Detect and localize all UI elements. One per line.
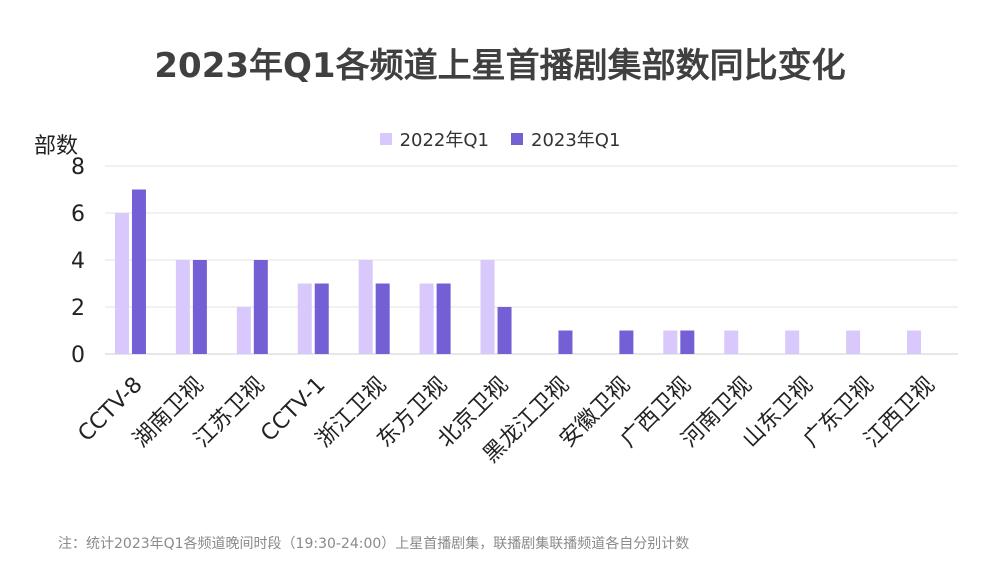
bar-2023 <box>253 260 268 354</box>
bar-2023 <box>436 283 451 354</box>
bar-2022 <box>297 283 312 354</box>
bar-2022 <box>724 330 739 354</box>
bar-2022 <box>846 330 861 354</box>
bar-2023 <box>497 307 512 354</box>
bar-2023 <box>375 283 390 354</box>
bar-2022 <box>358 260 373 354</box>
bar-2022 <box>480 260 495 354</box>
bar-2023 <box>314 283 329 354</box>
bar-2022 <box>175 260 190 354</box>
y-tick-label: 4 <box>71 249 85 274</box>
footnote: 注：统计2023年Q1各频道晚间时段（19:30-24:00）上星首播剧集，联播… <box>58 536 690 552</box>
bar-2022 <box>663 330 678 354</box>
y-tick-label: 6 <box>71 202 85 227</box>
bar-2023 <box>619 330 634 354</box>
legend-item-2023: 2023年Q1 <box>511 126 620 152</box>
bar-2023 <box>131 189 146 354</box>
y-tick-label: 8 <box>71 155 85 180</box>
legend-label-2022: 2022年Q1 <box>399 130 489 151</box>
legend: 2022年Q1 2023年Q1 <box>0 126 1000 152</box>
legend-swatch-2023 <box>511 133 523 145</box>
y-tick-label: 0 <box>71 343 85 368</box>
bar-2022 <box>114 213 129 354</box>
y-axis-label: 部数 <box>34 134 79 159</box>
bar-2022 <box>419 283 434 354</box>
bar-2023 <box>192 260 207 354</box>
bar-chart: 02468CCTV-8湖南卫视江苏卫视CCTV-1浙江卫视东方卫视北京卫视黑龙江… <box>71 155 958 468</box>
bar-2023 <box>558 330 573 354</box>
y-tick-label: 2 <box>71 296 85 321</box>
legend-swatch-2022 <box>379 133 392 145</box>
bar-2023 <box>680 330 695 354</box>
bar-2022 <box>785 330 800 354</box>
legend-label-2023: 2023年Q1 <box>531 130 621 151</box>
bar-2022 <box>907 330 922 354</box>
bar-2022 <box>236 307 251 354</box>
chart-title: 2023年Q1各频道上星首播剧集部数同比变化 <box>154 46 846 86</box>
legend-item-2022: 2022年Q1 <box>379 126 489 152</box>
